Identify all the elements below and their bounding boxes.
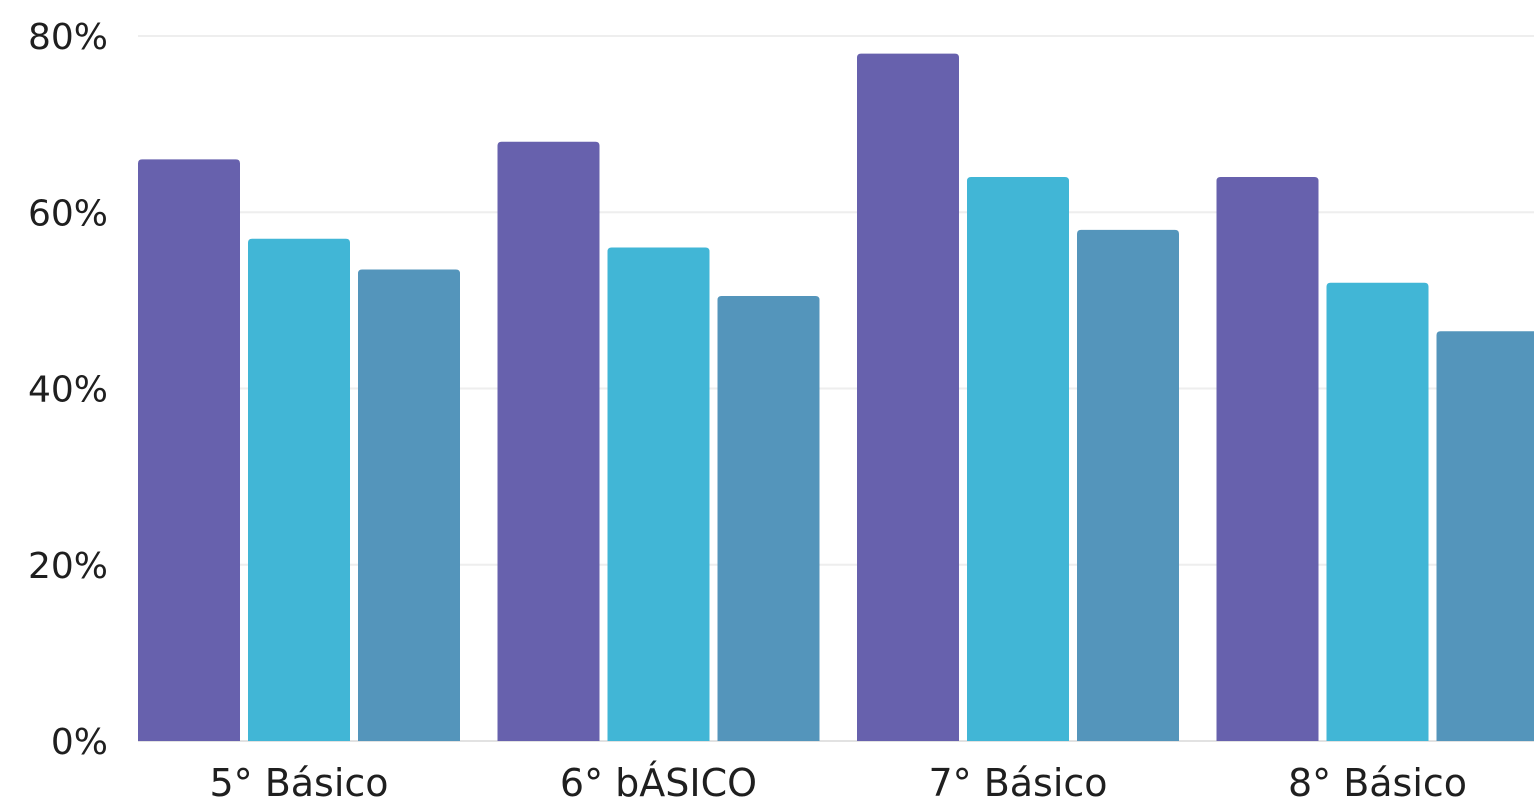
bar-series-3-3	[1077, 229, 1179, 741]
x-tick-label: 7° Básico	[928, 761, 1107, 801]
x-tick-label: 5° Básico	[209, 761, 388, 801]
y-tick-label: 60%	[28, 193, 108, 234]
bar-series-2-2	[607, 247, 710, 741]
bar-series-2-4	[1326, 282, 1429, 741]
bar-series-1-2	[497, 141, 600, 741]
y-tick-label: 80%	[28, 17, 108, 58]
bars-layer	[138, 53, 1534, 741]
bar-series-1-1	[138, 159, 240, 741]
bar-series-2-3	[967, 177, 1069, 741]
bar-series-3-1	[358, 269, 460, 741]
y-axis: 0% 20% 40% 60% 80%	[28, 17, 108, 763]
bar-series-1-4	[1216, 177, 1319, 741]
x-axis: 5° Básico 6° bÁSICO 7° Básico 8° Básico	[209, 761, 1467, 801]
y-tick-label: 20%	[28, 546, 108, 587]
bar-series-1-3	[857, 53, 959, 741]
bar-series-3-2	[717, 295, 820, 741]
bar-series-2-1	[248, 238, 350, 741]
x-tick-label: 6° bÁSICO	[560, 761, 757, 801]
y-tick-label: 0%	[51, 722, 108, 763]
x-tick-label: 8° Básico	[1288, 761, 1467, 801]
bar-series-3-4	[1436, 331, 1534, 741]
y-tick-label: 40%	[28, 370, 108, 411]
